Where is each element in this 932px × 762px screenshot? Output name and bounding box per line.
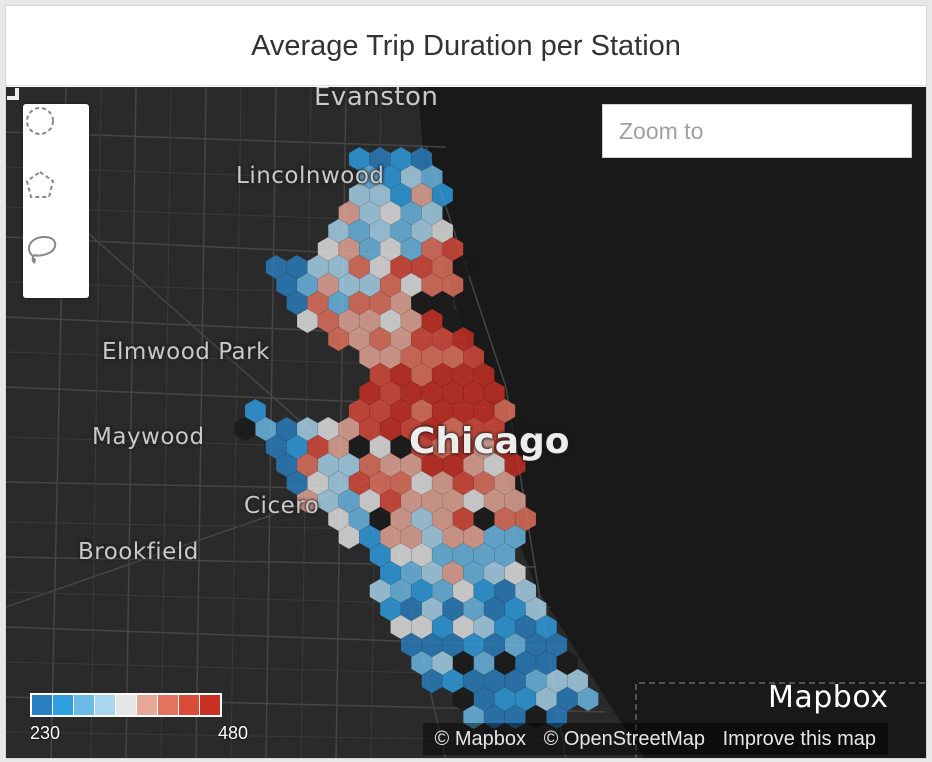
legend-max-label: 480 bbox=[218, 723, 249, 743]
mapbox-logo[interactable]: Mapbox bbox=[768, 680, 889, 715]
legend-swatch bbox=[137, 695, 158, 715]
map-canvas[interactable]: Evanston Lincolnwood Elmwood Park Maywoo… bbox=[6, 87, 927, 759]
card-title: Average Trip Duration per Station bbox=[251, 30, 681, 62]
place-label-evanston: Evanston bbox=[314, 87, 439, 112]
polygon-select-icon bbox=[25, 170, 55, 198]
legend-swatch bbox=[179, 695, 200, 715]
lasso-select-icon bbox=[27, 235, 57, 264]
circle-select-icon bbox=[26, 107, 54, 135]
legend-swatch bbox=[32, 695, 53, 715]
attribution-osm-link[interactable]: © OpenStreetMap bbox=[543, 728, 706, 750]
circle-select-button[interactable] bbox=[23, 104, 89, 168]
selection-toolbox bbox=[23, 104, 89, 298]
legend-swatch bbox=[200, 695, 220, 715]
place-label-brookfield: Brookfield bbox=[78, 539, 199, 565]
resize-handle-icon[interactable] bbox=[6, 87, 20, 101]
place-label-elmwood-park: Elmwood Park bbox=[102, 339, 270, 365]
lake-michigan bbox=[418, 87, 926, 758]
place-label-chicago: Chicago bbox=[409, 421, 570, 462]
legend-swatch bbox=[74, 695, 95, 715]
attribution-mapbox-link[interactable]: © Mapbox bbox=[434, 728, 526, 750]
place-label-lincolnwood: Lincolnwood bbox=[236, 163, 385, 189]
legend-swatches bbox=[30, 693, 222, 717]
legend-swatch bbox=[158, 695, 179, 715]
hexbin-cell[interactable] bbox=[577, 686, 599, 712]
map-base-layer[interactable] bbox=[6, 87, 927, 759]
legend-swatch bbox=[95, 695, 116, 715]
hexbin-layer bbox=[234, 146, 599, 730]
boundary-line bbox=[635, 682, 926, 758]
color-legend: 230 480 bbox=[30, 693, 248, 743]
title-divider bbox=[6, 85, 926, 86]
polygon-select-button[interactable] bbox=[23, 168, 89, 232]
legend-min-label: 230 bbox=[30, 723, 61, 743]
map-card: Average Trip Duration per Station bbox=[5, 5, 927, 759]
lasso-select-button[interactable] bbox=[23, 232, 89, 296]
attribution-bar: © Mapbox © OpenStreetMap Improve this ma… bbox=[422, 723, 888, 755]
legend-swatch bbox=[116, 695, 137, 715]
hexbin-cell[interactable] bbox=[546, 704, 568, 730]
legend-swatch bbox=[53, 695, 74, 715]
place-label-maywood: Maywood bbox=[92, 424, 205, 450]
improve-map-link[interactable]: Improve this map bbox=[722, 728, 876, 750]
zoom-to-search-input[interactable] bbox=[602, 104, 912, 158]
place-label-cicero: Cicero bbox=[244, 493, 320, 519]
